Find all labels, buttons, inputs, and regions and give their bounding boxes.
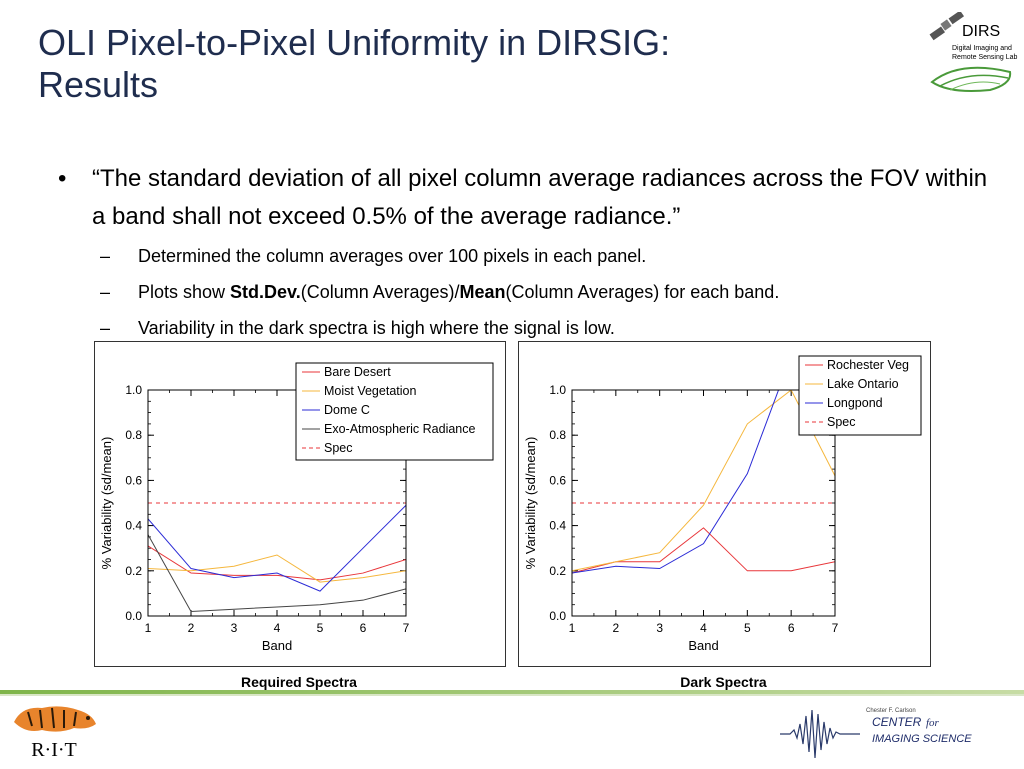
cis-logo-center: CENTER [872, 715, 922, 729]
caption-dark-spectra: Dark Spectra [680, 674, 767, 690]
waveform-icon [780, 709, 860, 759]
chart-required-spectra: 0.0 0.2 0.4 0.6 0.8 1.0 1 2 3 4 5 6 7 Band % Variabili… [99, 362, 494, 653]
y-tick-label: 0.0 [549, 609, 566, 623]
series-line-rochester-veg [572, 527, 835, 574]
bullet-list: • “The standard deviation of all pixel c… [58, 160, 998, 346]
x-tick-label: 5 [317, 621, 324, 635]
plot-frame [147, 389, 407, 617]
legend-label: Moist Vegetation [324, 384, 416, 398]
x-tick-label: 5 [744, 621, 751, 635]
dirs-logo-line2: Remote Sensing Lab [952, 54, 1017, 61]
x-axis-label: Band [262, 638, 292, 653]
x-tick-label: 6 [788, 621, 795, 635]
sub-bullet-2-post: (Column Averages) for each band. [505, 282, 780, 302]
series-group [148, 502, 406, 612]
x-tick-label: 2 [188, 621, 195, 635]
sub-bullet-1-text: Determined the column averages over 100 … [138, 246, 647, 266]
caption-required-spectra: Required Spectra [241, 674, 357, 690]
y-tick-label: 0.4 [549, 519, 566, 533]
slide-title: OLI Pixel-to-Pixel Uniformity in DIRSIG:… [38, 22, 798, 106]
y-tick-label: 1.0 [125, 383, 142, 397]
series-line-moist-vegetation [148, 554, 406, 583]
legend-label: Lake Ontario [827, 377, 899, 391]
sub-bullet-3-text: Variability in the dark spectra is high … [138, 318, 615, 338]
y-tick-label: 0.0 [125, 609, 142, 623]
bullet-main-text: “The standard deviation of all pixel col… [92, 165, 988, 230]
x-tick-label: 1 [145, 621, 152, 635]
legend-label: Bare Desert [324, 365, 391, 379]
x-axis-label: Band [688, 638, 718, 653]
satellite-icon [929, 10, 965, 41]
slide-title-line2: Results [38, 64, 159, 105]
y-tick-label: 0.6 [549, 473, 566, 487]
legend-label: Spec [324, 441, 353, 455]
series-line-exo-atmospheric-radiance [148, 534, 406, 612]
plot-frame [571, 389, 836, 617]
dash-icon: – [100, 318, 111, 338]
x-tick-label: 3 [231, 621, 238, 635]
cis-logo-for: for [926, 717, 940, 729]
x-tick-label: 7 [832, 621, 839, 635]
rit-logo-text: R·I·T [31, 739, 77, 761]
legend: Bare Desert Moist Vegetation Dome C Exo-Atm… [295, 362, 494, 461]
y-tick-label: 0.4 [125, 519, 142, 533]
dirs-logo: DIRS Digital Imaging and Remote Sensing … [920, 10, 1020, 94]
x-tick-label: 4 [274, 621, 281, 635]
y-axis-label: % Variability (sd/mean) [99, 437, 114, 570]
sub-bullet-2-mean: Mean [459, 282, 506, 302]
legend-label: Spec [827, 415, 856, 429]
dash-icon: – [100, 282, 111, 302]
cis-logo-small: Chester F. Carlson [866, 708, 916, 714]
chart-panel-dark: 0.0 0.2 0.4 0.6 0.8 1.0 1 2 3 4 5 6 7 Band % Variabili… [518, 341, 931, 667]
tiger-icon [14, 706, 96, 732]
footer-divider-shadow [0, 694, 1024, 696]
y-axis-label: % Variability (sd/mean) [523, 437, 538, 570]
legend-box [295, 362, 494, 461]
x-tick-label: 1 [569, 621, 576, 635]
legend-label: Dome C [324, 403, 370, 417]
y-tick-label: 0.6 [125, 473, 142, 487]
cis-logo-imaging: IMAGING SCIENCE [872, 733, 972, 745]
y-tick-label: 0.2 [549, 564, 566, 578]
dirs-logo-line1: Digital Imaging and [952, 45, 1012, 52]
x-tick-label: 3 [656, 621, 663, 635]
series-line-longpond [572, 390, 780, 574]
bullet-dot-icon: • [58, 165, 67, 192]
legend-label: Rochester Veg [827, 358, 909, 372]
y-tick-label: 0.8 [125, 428, 142, 442]
sub-bullet-1: – Determined the column averages over 10… [58, 238, 998, 274]
legend: Rochester Veg Lake Ontario Longpond Spec [798, 355, 922, 436]
y-tick-label: 0.8 [549, 428, 566, 442]
series-line-lake-ontario [572, 390, 835, 572]
series-group [572, 390, 835, 574]
series-line-dome-c [148, 504, 406, 592]
x-tick-label: 6 [360, 621, 367, 635]
sub-bullet-2-stddev: Std.Dev. [230, 282, 301, 302]
y-tick-label: 1.0 [549, 383, 566, 397]
chart-panel-required: 0.0 0.2 0.4 0.6 0.8 1.0 1 2 3 4 5 6 7 Band % Variabili… [94, 341, 506, 667]
sub-bullet-2-mid: (Column Averages)/ [300, 282, 460, 302]
slide-title-line1: OLI Pixel-to-Pixel Uniformity in DIRSIG: [38, 22, 671, 63]
x-tick-label: 4 [700, 621, 707, 635]
bullet-main: • “The standard deviation of all pixel c… [58, 160, 998, 236]
legend-label: Longpond [827, 396, 883, 410]
footer-divider [0, 690, 1024, 694]
x-tick-label: 2 [612, 621, 619, 635]
y-tick-label: 0.2 [125, 564, 142, 578]
series-line-bare-desert [148, 545, 406, 581]
legend-label: Exo-Atmospheric Radiance [324, 422, 476, 436]
dash-icon: – [100, 246, 111, 266]
rit-logo: R·I·T [8, 700, 100, 764]
cis-logo: Chester F. Carlson CENTER for IMAGING SC… [780, 700, 1020, 764]
sub-bullet-2: – Plots show Std.Dev.(Column Averages)/M… [58, 274, 998, 310]
sub-bullet-2-pre: Plots show [138, 282, 231, 302]
x-tick-label: 7 [403, 621, 410, 635]
dirs-logo-name: DIRS [962, 23, 1000, 40]
chart-dark-spectra: 0.0 0.2 0.4 0.6 0.8 1.0 1 2 3 4 5 6 7 Band % Variabili… [523, 355, 922, 653]
sub-bullet-3: – Variability in the dark spectra is hig… [58, 310, 998, 346]
